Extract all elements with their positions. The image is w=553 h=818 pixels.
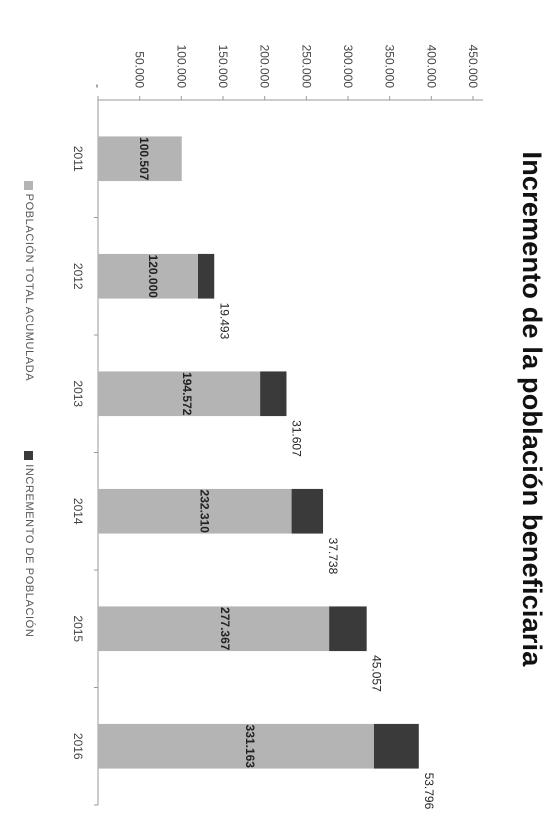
y-tick-label: 100.000 (174, 45, 188, 89)
bar-incremento (373, 723, 419, 769)
x-tick-label: 2013 (71, 380, 85, 407)
y-tick-label: 50.000 (133, 51, 147, 88)
y-tick-label: 200.000 (258, 45, 272, 89)
bar-poblacion-total (98, 371, 261, 417)
x-tick-label: 2015 (71, 615, 85, 642)
legend-swatch-incremento (24, 451, 34, 461)
x-tick-label: 2012 (71, 263, 85, 290)
bar-poblacion-total (98, 253, 198, 299)
x-tick-label: 2011 (71, 146, 85, 172)
x-tick-label: 2014 (71, 498, 85, 525)
bar-poblacion-total (98, 488, 292, 534)
legend-label-poblacion-total: POBLACIÓN TOTAL ACUMULADA (23, 193, 35, 382)
data-label-incremento: 31.607 (289, 420, 303, 457)
bar-incremento (198, 253, 215, 299)
data-label-poblacion-total: 232.310 (197, 490, 211, 534)
legend-swatch-poblacion-total (24, 180, 34, 190)
data-label-poblacion-total: 120.000 (146, 255, 160, 299)
data-label-incremento: 37.738 (326, 538, 340, 575)
legend-item-poblacion-total: POBLACIÓN TOTAL ACUMULADA (23, 180, 35, 382)
bar-incremento (329, 606, 367, 652)
bar-poblacion-total (97, 136, 182, 182)
y-tick-label: 400.000 (424, 45, 438, 89)
chart-legend: POBLACIÓN TOTAL ACUMULADA INCREMENTO DE … (23, 0, 35, 818)
y-tick-label: 350.000 (383, 45, 397, 89)
data-label-poblacion-total: 100.507 (137, 137, 151, 181)
data-label-poblacion-total: 277.367 (218, 607, 232, 651)
y-tick-label: 300.000 (341, 45, 355, 89)
legend-label-incremento: INCREMENTO DE POBLACIÓN (23, 464, 35, 638)
bar-poblacion-total (97, 723, 374, 769)
bar-incremento (291, 488, 324, 534)
y-tick-label: 150.000 (216, 45, 230, 89)
x-tick-label: 2016 (71, 733, 85, 760)
bar-incremento (260, 371, 287, 417)
data-label-incremento: 19.493 (217, 303, 231, 340)
data-label-poblacion-total: 194.572 (180, 372, 194, 416)
bar-poblacion-total (98, 606, 330, 652)
data-label-incremento: 45.057 (370, 655, 384, 692)
y-tick-label: 250.000 (299, 45, 313, 89)
data-label-poblacion-total: 331.163 (243, 725, 257, 769)
data-label-incremento: 53.796 (422, 773, 436, 810)
legend-item-incremento: INCREMENTO DE POBLACIÓN (23, 451, 35, 637)
y-tick-label: - (91, 84, 105, 88)
y-tick-label: 450.000 (466, 45, 480, 89)
